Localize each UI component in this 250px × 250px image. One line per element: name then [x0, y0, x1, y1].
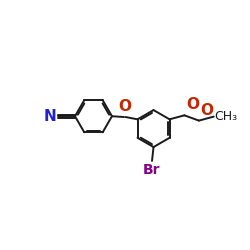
- Text: CH₃: CH₃: [214, 110, 238, 123]
- Text: O: O: [118, 99, 131, 114]
- Text: O: O: [200, 102, 213, 118]
- Text: Br: Br: [143, 163, 161, 177]
- Text: N: N: [44, 109, 56, 124]
- Text: O: O: [186, 97, 199, 112]
